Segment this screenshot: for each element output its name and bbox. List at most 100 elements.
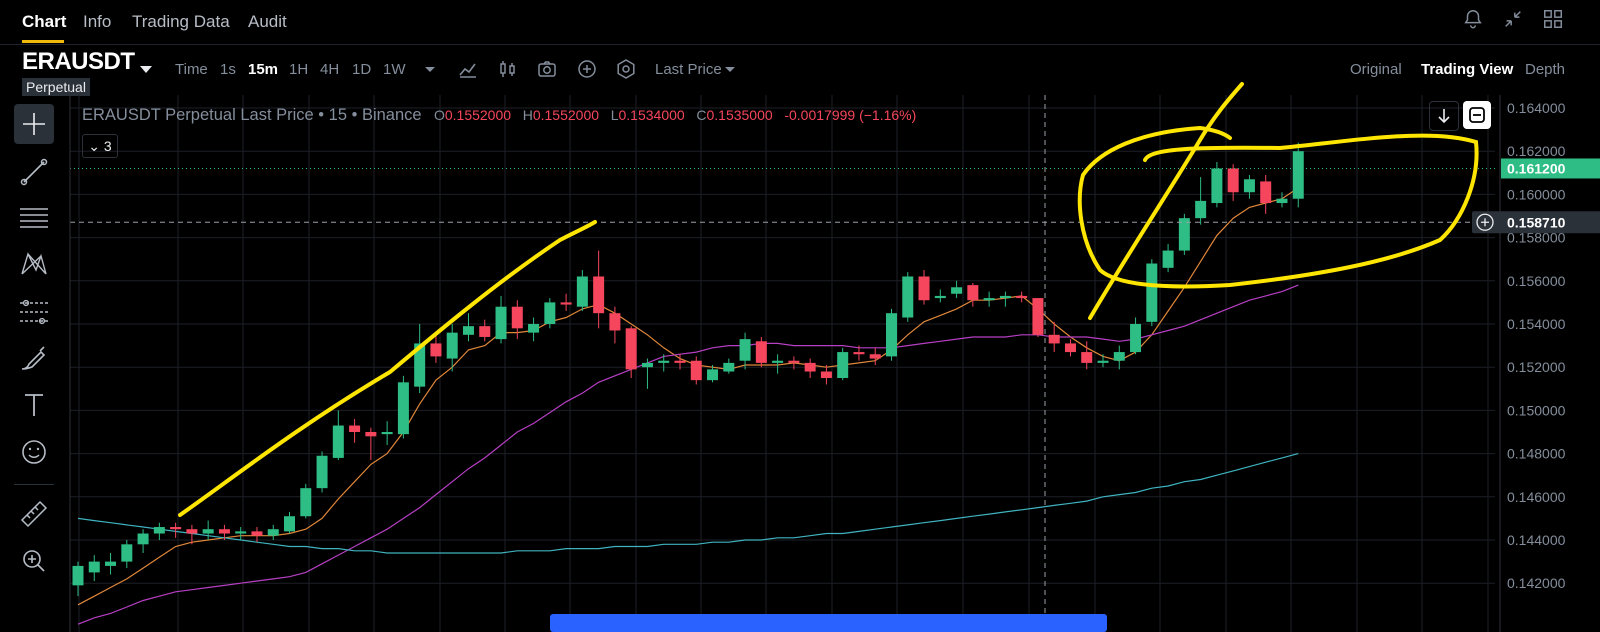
symbol-name[interactable]: ERAUSDT — [22, 48, 135, 75]
chart-scrollbar[interactable] — [550, 614, 1107, 632]
price-tick-label: 0.154000 — [1507, 316, 1566, 332]
timeframe-time[interactable]: Time — [175, 61, 208, 78]
price-type-select[interactable]: Last Price — [655, 61, 722, 78]
candle-body — [788, 360, 800, 363]
candle-body — [658, 360, 670, 363]
candle — [967, 282, 979, 307]
tab-audit[interactable]: Audit — [248, 12, 287, 31]
candle-body — [1048, 334, 1060, 344]
tab-chart[interactable]: Chart — [22, 12, 67, 31]
view-depth[interactable]: Depth — [1525, 61, 1566, 78]
price-type-dropdown-icon[interactable] — [720, 59, 740, 79]
tab-trading-data[interactable]: Trading Data — [132, 12, 230, 31]
crosshair-lines — [70, 95, 1495, 632]
pattern-tool[interactable] — [14, 244, 54, 284]
candle — [918, 270, 930, 305]
candle — [593, 250, 605, 329]
candle — [723, 358, 735, 374]
candle-body — [511, 306, 523, 329]
candle — [479, 319, 491, 342]
trend-line-tool[interactable] — [14, 152, 54, 192]
fib-lines-tool[interactable] — [14, 198, 54, 238]
candle-type-icon[interactable] — [498, 59, 518, 79]
add-icon[interactable] — [577, 59, 597, 79]
ruler-tool[interactable] — [14, 494, 54, 534]
candle — [1195, 177, 1207, 225]
candle-body — [576, 276, 588, 307]
candle-body — [593, 276, 605, 314]
candle-body — [284, 516, 296, 532]
candle-body — [1016, 295, 1028, 299]
candle-body — [381, 432, 393, 435]
text-icon — [25, 394, 43, 416]
candle-body — [755, 341, 767, 363]
candle-body — [772, 360, 784, 363]
crosshair-tool[interactable] — [14, 104, 54, 144]
candle — [1032, 298, 1044, 337]
view-trading-view[interactable]: Trading View — [1421, 61, 1514, 78]
candle-body — [528, 324, 540, 333]
price-axis: 0.164000 0.162000 0.160000 0.158000 0.156000… — [69, 91, 1600, 632]
bell-icon[interactable] — [1462, 8, 1484, 30]
chevron-down-icon[interactable] — [140, 66, 152, 73]
candle-body — [934, 295, 946, 299]
settings-icon[interactable] — [616, 59, 636, 79]
candle-body — [300, 488, 312, 517]
indicator-count: 3 — [103, 138, 112, 154]
brush-tool[interactable] — [14, 339, 54, 379]
candle-body — [1211, 168, 1223, 204]
candle — [349, 419, 361, 443]
candle-body — [1097, 360, 1109, 363]
candle-body — [1260, 181, 1272, 204]
price-tick-label: 0.152000 — [1507, 359, 1566, 375]
candle-body — [495, 306, 507, 340]
candle-body — [105, 561, 117, 566]
candle — [284, 511, 296, 534]
high-label: H — [522, 107, 533, 123]
candle-body — [1227, 168, 1239, 193]
layout-grid-icon[interactable] — [1542, 8, 1564, 30]
price-tick-label: 0.142000 — [1507, 575, 1566, 591]
candle — [1048, 321, 1060, 353]
candle — [267, 524, 279, 540]
candle — [609, 306, 621, 344]
text-tool[interactable] — [14, 385, 54, 425]
timeframe-dropdown-icon[interactable] — [420, 59, 440, 79]
candle — [170, 522, 182, 538]
ruler-icon — [20, 500, 48, 528]
candle-body — [918, 276, 930, 301]
timeframe-1h[interactable]: 1H — [289, 61, 309, 78]
price-tick-label: 0.146000 — [1507, 489, 1566, 505]
timeframe-1w[interactable]: 1W — [383, 61, 406, 78]
timeframe-1d[interactable]: 1D — [352, 61, 372, 78]
tab-info[interactable]: Info — [83, 12, 112, 31]
moving-average-slow — [77, 453, 1299, 554]
indicators-icon[interactable] — [458, 59, 478, 79]
indicator-toggle[interactable]: ⌄ 3 — [82, 134, 118, 158]
candle — [625, 326, 637, 378]
high-value: 0.1552000 — [532, 107, 600, 123]
auto-scale-button[interactable] — [1463, 101, 1491, 129]
candle-body — [869, 354, 881, 359]
forecast-tool[interactable] — [14, 292, 54, 332]
candle — [511, 300, 523, 340]
scroll-to-latest-button[interactable] — [1429, 101, 1459, 131]
emoji-tool[interactable] — [14, 432, 54, 472]
candle — [544, 298, 556, 329]
candle — [397, 375, 409, 439]
candle-body — [170, 527, 182, 530]
collapse-icon[interactable] — [1502, 8, 1524, 30]
candle-body — [397, 382, 409, 435]
view-original[interactable]: Original — [1350, 61, 1402, 78]
candle — [853, 345, 865, 361]
candle — [869, 347, 881, 366]
candle — [1064, 339, 1076, 357]
timeframe-15m[interactable]: 15m — [248, 61, 279, 78]
timeframe-1s[interactable]: 1s — [220, 61, 236, 78]
zoom-in-tool[interactable] — [14, 541, 54, 581]
camera-icon[interactable] — [537, 59, 557, 79]
timeframe-4h[interactable]: 4H — [320, 61, 340, 78]
close-label: C — [696, 107, 707, 123]
candle — [430, 334, 442, 363]
